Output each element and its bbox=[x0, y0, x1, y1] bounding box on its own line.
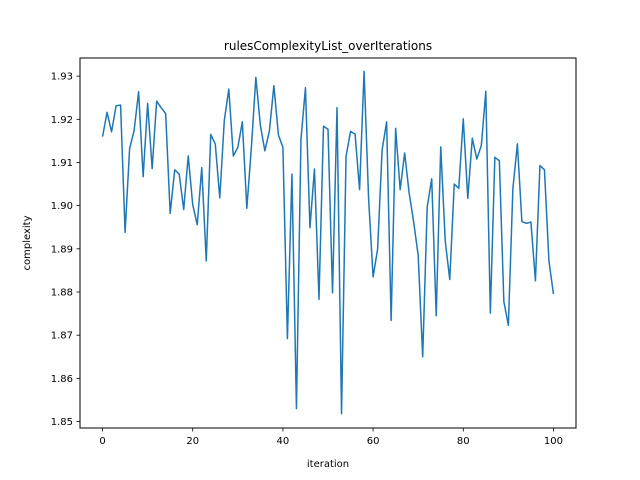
x-tick-label: 0 bbox=[99, 436, 105, 447]
x-tick-label: 20 bbox=[186, 436, 199, 447]
x-tick-label: 100 bbox=[544, 436, 563, 447]
y-axis-label: complexity bbox=[22, 215, 33, 270]
x-tick-label: 80 bbox=[457, 436, 470, 447]
chart-title: rulesComplexityList_overIterations bbox=[224, 39, 432, 53]
x-tick-label: 40 bbox=[277, 436, 290, 447]
y-tick-label: 1.92 bbox=[51, 115, 73, 126]
plot-frame bbox=[79, 57, 577, 429]
plot-area bbox=[101, 70, 555, 415]
y-tick-label: 1.89 bbox=[51, 244, 73, 255]
y-tick-label: 1.87 bbox=[51, 331, 73, 342]
x-axis-label: iteration bbox=[307, 459, 349, 470]
y-tick-label: 1.88 bbox=[51, 288, 73, 299]
y-tick-label: 1.86 bbox=[51, 374, 73, 385]
y-tick-label: 1.90 bbox=[51, 201, 73, 212]
x-tick-label: 60 bbox=[367, 436, 380, 447]
y-tick-label: 1.91 bbox=[51, 158, 73, 169]
y-tick-label: 1.93 bbox=[51, 72, 73, 83]
y-tick-label: 1.85 bbox=[51, 417, 73, 428]
series-line-0 bbox=[101, 70, 555, 415]
x-axis: 0 20 40 60 80 100 bbox=[99, 428, 563, 447]
y-axis: 1.85 1.86 1.87 1.88 1.89 1.90 1.91 1.92 1.93 bbox=[51, 72, 80, 428]
